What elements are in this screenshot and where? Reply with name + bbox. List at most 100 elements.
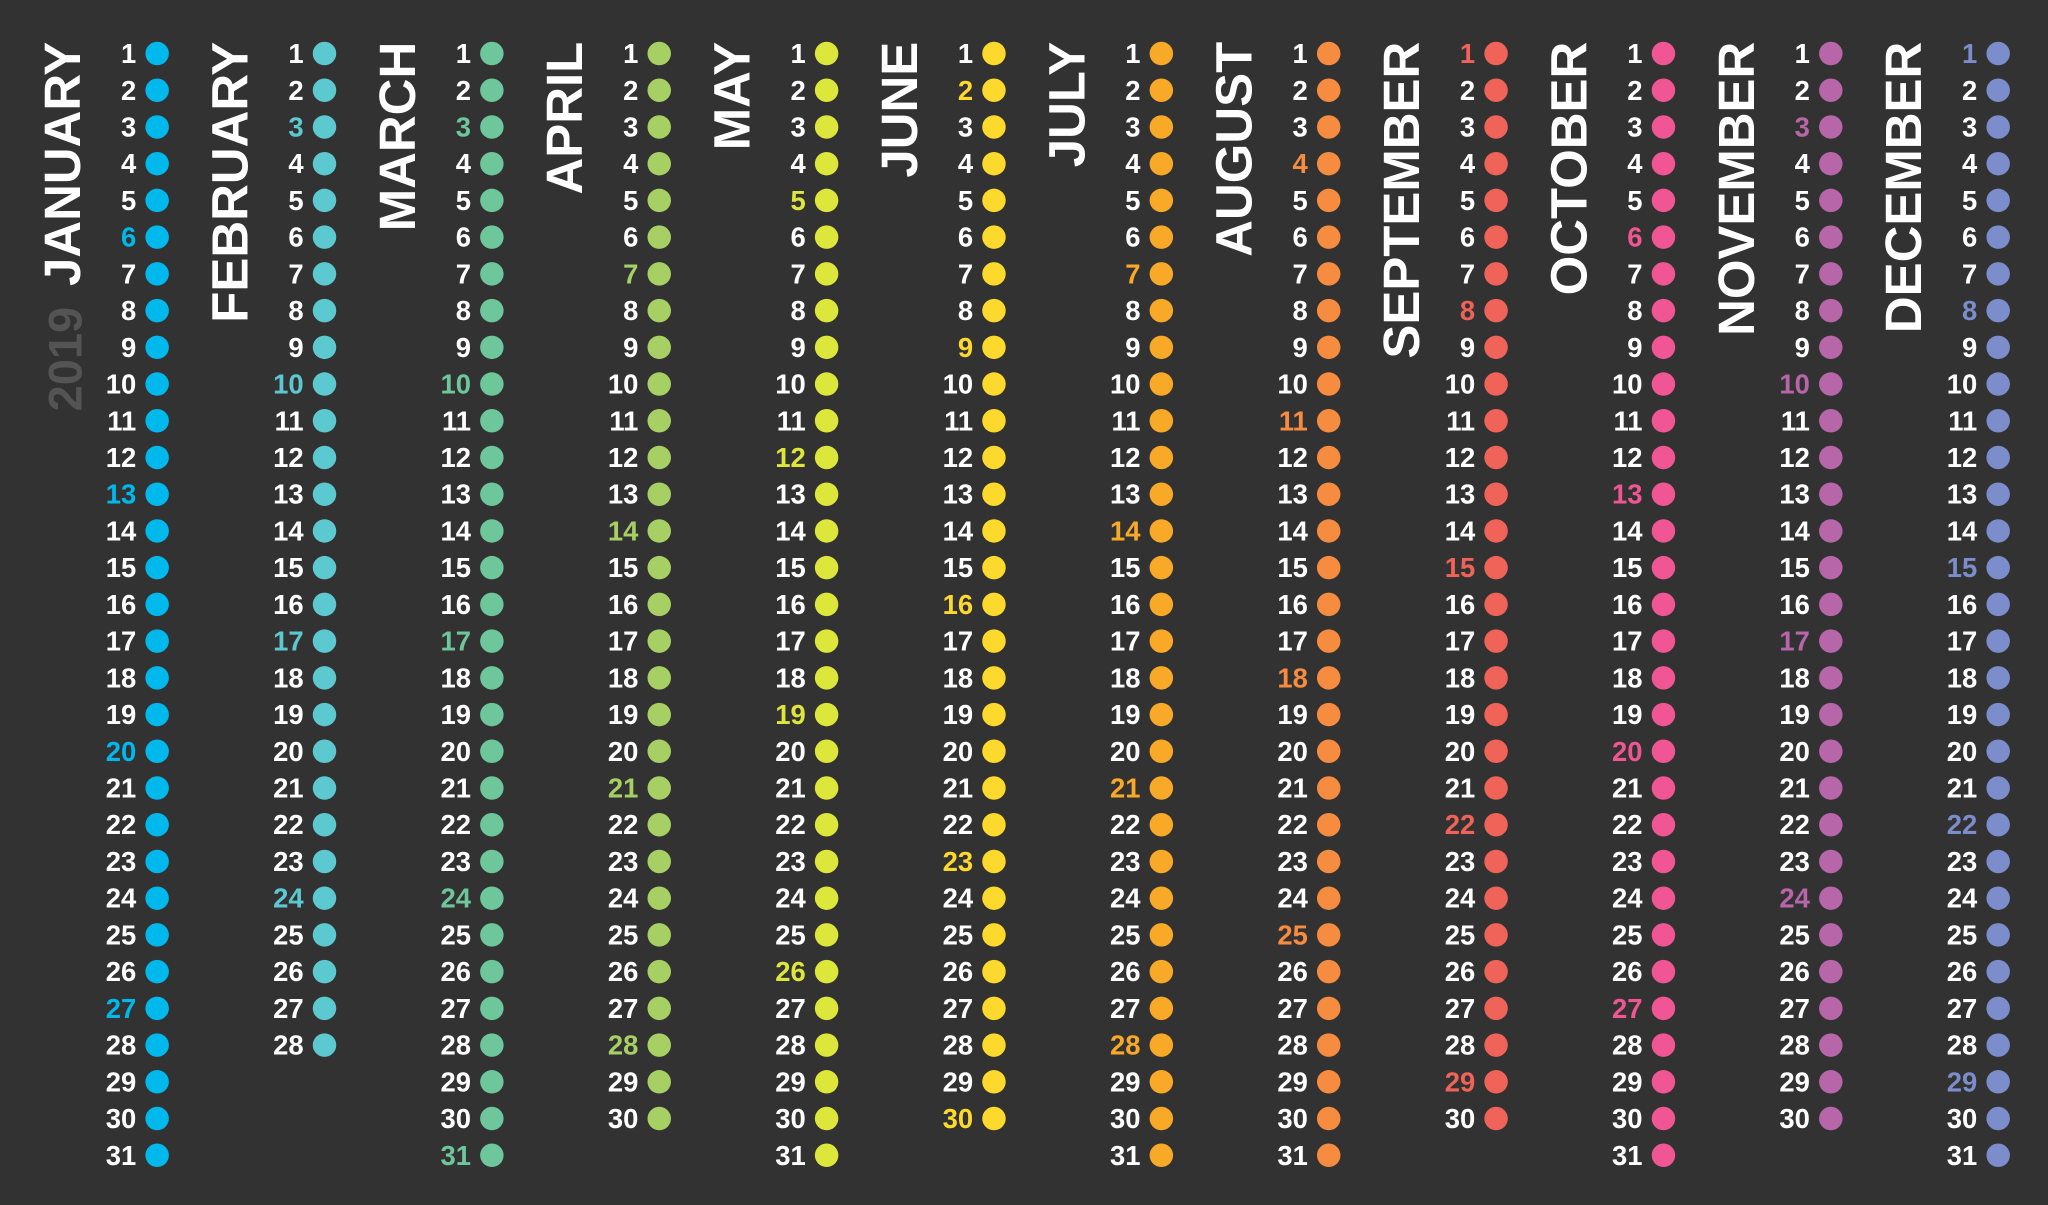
day-dot [145,849,169,874]
day-number: 5 [1460,185,1475,216]
day-dot [1819,115,1843,139]
day-number: 7 [1460,258,1475,289]
day-number: 31 [106,1140,136,1171]
day-dot [1819,188,1843,213]
day-dot [1651,629,1676,653]
day-number: 25 [1612,919,1642,950]
day-number: 4 [288,148,304,179]
day-number: 31 [1612,1140,1642,1171]
day-dot [145,409,169,433]
day-dot [312,41,337,66]
day-dot [1484,702,1508,727]
day-number: 21 [1445,773,1475,804]
day-number: 28 [1612,1030,1642,1061]
day-number: 19 [1947,699,1977,730]
day-number: 19 [1277,699,1307,730]
day-dot [647,739,671,764]
day-number: 3 [1962,111,1977,142]
day-number: 28 [1947,1030,1977,1061]
day-dot [1149,41,1174,66]
day-number: 5 [1627,185,1642,216]
day-dot [1651,335,1676,360]
day-dot [647,923,671,947]
day-dot [1819,886,1843,910]
day-number: 22 [1110,809,1140,840]
day-dot [982,482,1006,506]
day-dot [1316,298,1341,323]
day-number: 13 [1947,479,1977,510]
day-dot [1149,1070,1174,1094]
day-number: 25 [775,919,805,950]
day-dot [145,555,169,580]
day-dot [145,41,169,66]
day-dot [480,372,504,396]
day-dot [1149,739,1174,764]
day-dot [647,996,671,1021]
day-dot [1316,482,1341,506]
day-dot [1484,666,1508,690]
day-dot [814,372,839,396]
day-number: 26 [1277,956,1307,987]
day-number: 9 [1962,332,1977,363]
day-number: 29 [106,1066,136,1097]
day-dot [1819,923,1843,947]
day-dot [814,78,839,103]
day-dot [982,41,1006,66]
day-number: 30 [1277,1103,1307,1134]
day-dot [145,592,169,617]
day-dot [814,151,839,176]
day-number: 16 [608,589,638,620]
day-number: 6 [1795,222,1810,253]
day-number: 13 [608,479,638,510]
day-number: 20 [1445,736,1475,767]
day-dot [480,188,504,213]
day-number: 2 [790,75,805,106]
day-dot [1484,1070,1508,1094]
day-number: 14 [1947,515,1978,546]
day-number: 7 [958,258,973,289]
day-number: 25 [273,919,303,950]
day-number: 19 [775,699,805,730]
day-number: 6 [288,222,303,253]
day-dot [1316,519,1341,543]
day-number: 6 [1293,222,1308,253]
day-number: 6 [1627,222,1642,253]
day-number: 27 [1445,993,1475,1024]
day-dot [480,409,504,433]
day-number: 21 [1612,773,1642,804]
day-number: 25 [943,919,973,950]
day-number: 10 [943,369,973,400]
day-number: 16 [1445,589,1475,620]
day-dot [1316,996,1341,1021]
day-dot [480,519,504,543]
day-dot [312,1033,337,1057]
day-dot [480,78,504,103]
day-dot [145,298,169,323]
day-number: 7 [456,258,471,289]
day-number: 6 [790,222,805,253]
day-number: 19 [1110,699,1140,730]
day-dot [312,298,337,323]
day-dot [1819,225,1843,249]
day-number: 4 [1627,148,1643,179]
day-dot [145,959,169,984]
day-number: 26 [273,956,303,987]
day-number: 23 [1110,846,1140,877]
day-dot [1316,923,1341,947]
day-dot [1986,519,2010,543]
day-number: 4 [121,148,137,179]
day-number: 6 [958,222,973,253]
day-number: 11 [442,405,471,436]
day-number: 22 [1277,809,1307,840]
day-number: 18 [1110,662,1140,693]
day-dot [1484,372,1508,396]
day-number: 26 [1612,956,1642,987]
day-dot [145,188,169,213]
day-number: 5 [456,185,471,216]
day-dot [145,1106,169,1131]
day-number: 14 [943,515,974,546]
day-number: 11 [944,405,973,436]
day-number: 11 [609,405,638,436]
day-dot [647,445,671,470]
day-number: 28 [440,1030,470,1061]
